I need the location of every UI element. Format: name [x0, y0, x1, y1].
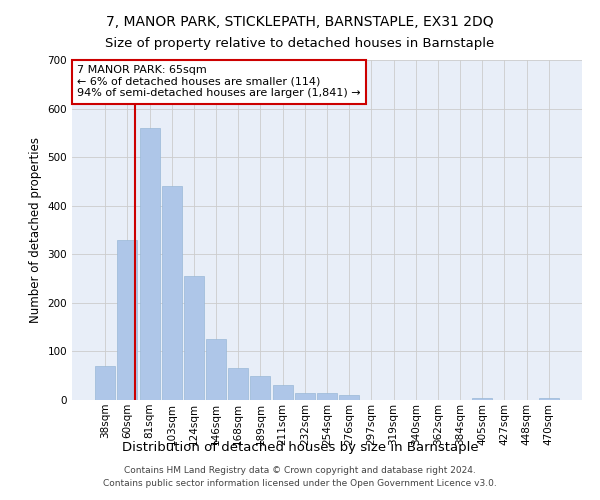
- Text: 7, MANOR PARK, STICKLEPATH, BARNSTAPLE, EX31 2DQ: 7, MANOR PARK, STICKLEPATH, BARNSTAPLE, …: [106, 15, 494, 29]
- Bar: [118, 240, 137, 400]
- Text: Distribution of detached houses by size in Barnstaple: Distribution of detached houses by size …: [122, 441, 478, 454]
- Bar: [317, 392, 337, 400]
- Bar: [539, 398, 559, 400]
- Bar: [295, 392, 315, 400]
- Bar: [140, 128, 160, 400]
- Text: Contains HM Land Registry data © Crown copyright and database right 2024.
Contai: Contains HM Land Registry data © Crown c…: [103, 466, 497, 487]
- Bar: [95, 366, 115, 400]
- Bar: [272, 386, 293, 400]
- Bar: [250, 376, 271, 400]
- Bar: [472, 398, 492, 400]
- Bar: [339, 395, 359, 400]
- Text: Size of property relative to detached houses in Barnstaple: Size of property relative to detached ho…: [106, 38, 494, 51]
- Bar: [228, 368, 248, 400]
- Text: 7 MANOR PARK: 65sqm
← 6% of detached houses are smaller (114)
94% of semi-detach: 7 MANOR PARK: 65sqm ← 6% of detached hou…: [77, 65, 361, 98]
- Bar: [184, 276, 204, 400]
- Y-axis label: Number of detached properties: Number of detached properties: [29, 137, 42, 323]
- Bar: [206, 340, 226, 400]
- Bar: [162, 186, 182, 400]
